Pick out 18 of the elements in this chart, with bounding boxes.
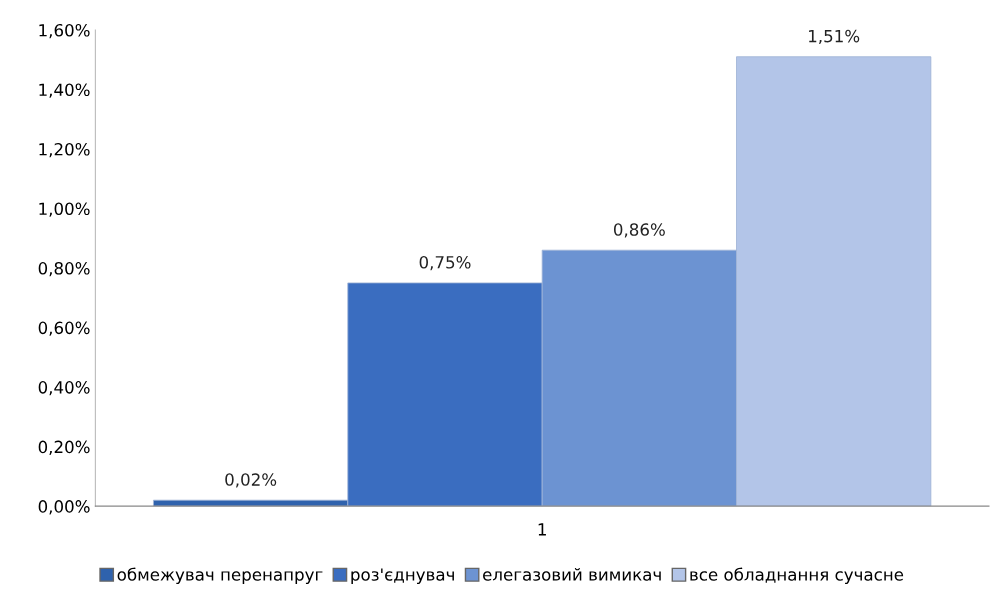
x-tick-label: 1 [538,523,546,536]
y-tick-label: 1,20% [39,142,90,158]
legend-label: роз'єднувач [351,568,454,584]
data-label: 0,02% [225,473,277,488]
data-label: 1,51% [809,29,860,45]
y-tick-label: 1,00% [39,202,90,217]
legend-label: все обладнання сучасне [690,567,904,584]
y-tick-label: 0,20% [38,440,90,455]
y-tick-label: 1,40% [39,83,90,98]
legend-label: елегазовий вимикач [483,567,661,581]
y-tick-label: 0,40% [38,381,90,396]
y-tick-label: 0,60% [38,321,90,336]
y-tick-label: 0,80% [38,262,90,277]
y-tick-label: 0,00% [38,500,90,515]
legend-label: обмежувач перенапруг [117,567,323,584]
y-tick-label: 1,60% [39,23,90,39]
data-label: 0,75% [419,255,471,271]
data-label: 0,86% [613,223,665,238]
